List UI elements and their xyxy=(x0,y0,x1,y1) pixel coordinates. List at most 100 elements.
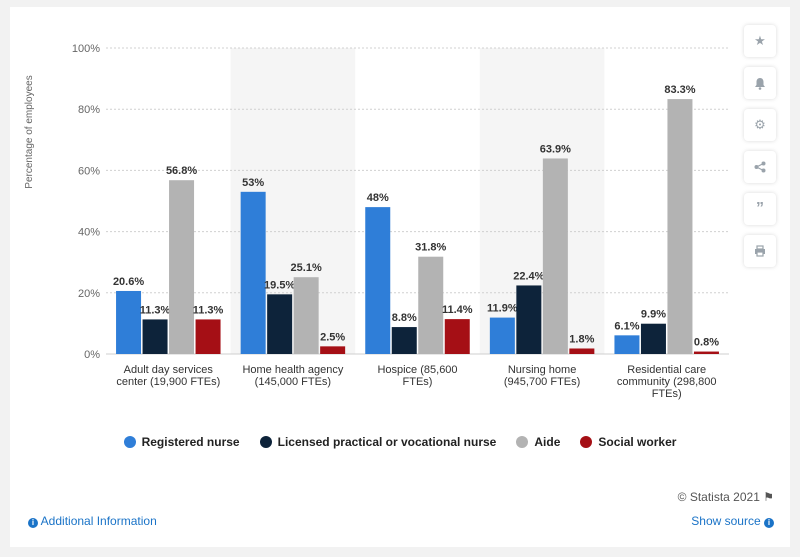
legend-marker xyxy=(123,436,136,448)
bar xyxy=(489,317,515,354)
bell-icon xyxy=(755,77,765,90)
bar xyxy=(267,294,293,354)
legend-item[interactable]: Social worker xyxy=(580,435,676,449)
legend-item[interactable]: Aide xyxy=(516,435,560,449)
bar xyxy=(240,191,266,354)
bar xyxy=(542,158,568,354)
bar xyxy=(418,256,444,354)
bar xyxy=(116,290,142,354)
data-label: 56.8% xyxy=(166,165,197,177)
data-label: 8.8% xyxy=(392,312,417,324)
bar xyxy=(391,327,417,354)
bar xyxy=(667,99,693,355)
print-icon xyxy=(755,245,765,257)
legend-label: Registered nurse xyxy=(141,435,240,449)
cite-button[interactable]: ” xyxy=(744,193,776,225)
x-tick-label-line: Nursing home xyxy=(507,364,577,376)
x-tick-label-line: Adult day services xyxy=(123,364,213,376)
x-tick-label-line: FTEs) xyxy=(651,388,682,400)
data-label: 11.3% xyxy=(140,304,171,316)
show-source-label: Show source xyxy=(691,514,761,528)
y-tick-label: 100% xyxy=(72,43,100,55)
bar xyxy=(293,277,319,354)
bar xyxy=(444,319,470,354)
print-button[interactable] xyxy=(744,235,776,267)
x-tick-label-line: center (19,900 FTEs) xyxy=(116,376,221,388)
star-icon: ★ xyxy=(754,33,766,48)
y-tick-label: 40% xyxy=(78,227,100,239)
data-label: 2.5% xyxy=(320,331,345,343)
data-label: 20.6% xyxy=(113,276,144,288)
legend-label: Aide xyxy=(534,435,561,449)
x-tick-label: Nursing home (945,700 FTEs) xyxy=(482,364,602,388)
bar xyxy=(693,351,719,354)
data-label: 22.4% xyxy=(513,270,544,282)
legend-item[interactable]: Registered nurse xyxy=(123,435,240,449)
show-source-link[interactable]: Show source i xyxy=(691,514,774,528)
category-band xyxy=(479,48,605,354)
data-label: 9.9% xyxy=(641,309,666,321)
x-tick-label-line: community (298,800 xyxy=(616,376,717,388)
x-tick-label-line: Home health agency xyxy=(242,364,344,376)
bar xyxy=(320,346,346,354)
data-label: 53% xyxy=(242,177,264,189)
info-icon: i xyxy=(764,518,774,528)
info-icon: i xyxy=(28,518,38,528)
quote-icon: ” xyxy=(756,200,764,217)
y-tick-label: 0% xyxy=(84,349,100,361)
data-label: 25.1% xyxy=(291,262,322,274)
x-tick-label-line: FTEs) xyxy=(402,376,433,388)
legend-marker xyxy=(580,436,593,448)
bar xyxy=(569,348,595,354)
legend-marker xyxy=(259,436,272,448)
data-label: 11.3% xyxy=(193,304,224,316)
legend-item[interactable]: Licensed practical or vocational nurse xyxy=(259,435,497,449)
data-label: 1.8% xyxy=(569,333,594,345)
chart-card: 0% 20% 40% 60% 80% 100% 20.6% 53% 48% 11.9% 6.1% 11… xyxy=(10,7,790,547)
data-label: 63.9% xyxy=(540,143,571,155)
y-tick-label: 60% xyxy=(78,165,100,177)
x-tick-label: Adult day services center (19,900 FTEs) xyxy=(108,364,228,388)
data-label: 11.9% xyxy=(487,303,518,315)
data-label: 11.4% xyxy=(442,304,473,316)
x-tick-label: Residential care community (298,800 FTEs) xyxy=(607,364,727,400)
data-label: 31.8% xyxy=(415,242,446,254)
bar xyxy=(516,285,542,354)
bar xyxy=(614,335,640,354)
bar xyxy=(640,323,666,354)
legend: Registered nurse Licensed practical or vo… xyxy=(10,435,790,449)
bar-chart: 0% 20% 40% 60% 80% 100% 20.6% 53% 48% 11.9% 6.1% 11… xyxy=(72,43,729,361)
legend-marker xyxy=(516,436,529,448)
y-tick-label: 80% xyxy=(78,104,100,116)
legend-label: Social worker xyxy=(598,435,677,449)
share-icon xyxy=(754,161,766,173)
favorite-button[interactable]: ★ xyxy=(744,25,776,57)
sidebar-toolbar: ★ ⚙ ” xyxy=(744,25,776,277)
gear-icon: ⚙ xyxy=(754,117,766,132)
statista-credit[interactable]: © Statista 2021 ⚑ xyxy=(678,490,774,504)
data-label: 48% xyxy=(367,192,389,204)
data-label: 0.8% xyxy=(694,337,719,349)
y-tick-label: 20% xyxy=(78,288,100,300)
additional-information-link[interactable]: i Additional Information xyxy=(28,514,157,528)
settings-button[interactable]: ⚙ xyxy=(744,109,776,141)
x-tick-label-line: (945,700 FTEs) xyxy=(503,376,581,388)
bar xyxy=(142,319,168,354)
notification-button[interactable] xyxy=(744,67,776,99)
y-axis-label: Percentage of employees xyxy=(24,75,35,189)
x-tick-label: Hospice (85,600 FTEs) xyxy=(358,364,478,388)
data-label: 19.5% xyxy=(264,279,295,291)
x-tick-label-line: (145,000 FTEs) xyxy=(254,376,332,388)
bar xyxy=(169,180,195,354)
credit-text: © Statista 2021 xyxy=(677,490,760,504)
additional-information-label: Additional Information xyxy=(40,514,157,528)
bar xyxy=(365,207,391,354)
data-label: 6.1% xyxy=(614,320,639,332)
flag-icon: ⚑ xyxy=(763,490,774,504)
x-tick-label: Home health agency (145,000 FTEs) xyxy=(233,364,353,388)
x-tick-label-line: Residential care xyxy=(627,364,707,376)
bar xyxy=(195,319,221,354)
data-label: 83.3% xyxy=(664,84,695,96)
legend-label: Licensed practical or vocational nurse xyxy=(277,435,497,449)
share-button[interactable] xyxy=(744,151,776,183)
